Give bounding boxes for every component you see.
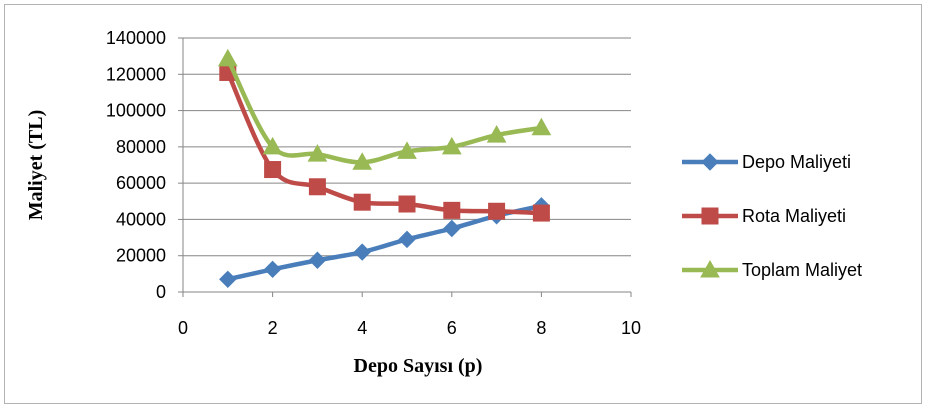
data-point-rota-maliyeti [398,195,416,213]
legend-item-depo-maliyeti: Depo Maliyeti [682,152,851,172]
chart-frame [4,4,922,404]
axes [178,37,632,297]
y-tick-label: 80000 [116,137,166,157]
data-point-depo-maliyeti [263,260,282,279]
legend-label: Depo Maliyeti [742,152,851,172]
y-tick-label: 60000 [116,173,166,193]
data-point-toplam-maliyet [397,141,417,159]
data-point-rota-maliyeti [353,193,371,211]
data-point-toplam-maliyet [352,152,373,170]
gridlines [183,37,631,257]
series-toplam-maliyet [217,48,552,170]
y-tick-label: 100000 [106,101,166,121]
data-point-toplam-maliyet [262,136,283,155]
y-tick-label: 20000 [116,246,166,266]
legend-item-rota-maliyeti: Rota Maliyeti [682,206,846,226]
x-tick-label: 6 [447,318,457,338]
y-tick-label: 40000 [116,209,166,229]
y-axis-title: Maliyet (TL) [25,110,47,221]
data-point-rota-maliyeti [264,161,282,179]
data-point-toplam-maliyet [441,136,462,155]
x-tick-label: 4 [357,318,367,338]
series-rota-maliyeti [219,63,550,222]
legend: Depo Maliyeti Rota Maliyeti Toplam Maliyet [682,152,862,280]
legend-label: Rota Maliyeti [742,206,846,226]
x-tick-label: 10 [621,318,641,338]
y-tick-labels: 0 20000 40000 60000 80000 100000 120000 140000 [106,28,166,302]
x-axis-title: Depo Sayısı (p) [354,355,483,377]
data-point-depo-maliyeti [308,251,327,269]
data-point-rota-maliyeti [443,201,461,219]
data-point-depo-maliyeti [219,270,237,289]
y-tick-label: 140000 [106,28,166,48]
data-point-toplam-maliyet [307,144,328,162]
y-tick-label: 120000 [106,64,166,84]
x-tick-label: 2 [268,318,278,338]
legend-marker [700,259,720,278]
x-tick-label: 0 [178,318,188,338]
x-tick-label: 8 [536,318,546,338]
data-point-rota-maliyeti [532,204,550,222]
y-tick-label: 0 [156,282,166,302]
data-point-depo-maliyeti [443,219,461,238]
data-point-toplam-maliyet [486,125,507,143]
data-point-depo-maliyeti [353,243,371,261]
legend-label: Toplam Maliyet [742,260,862,280]
data-point-toplam-maliyet [217,48,238,67]
data-point-rota-maliyeti [488,202,506,220]
data-point-depo-maliyeti [398,230,416,249]
data-point-toplam-maliyet [531,117,552,136]
series-lines [217,48,552,289]
legend-item-toplam-maliyet: Toplam Maliyet [682,259,862,280]
legend-marker [701,153,719,171]
legend-marker [701,207,719,225]
data-point-rota-maliyeti [308,178,326,196]
x-tick-labels: 0 2 4 6 8 10 [178,318,641,338]
